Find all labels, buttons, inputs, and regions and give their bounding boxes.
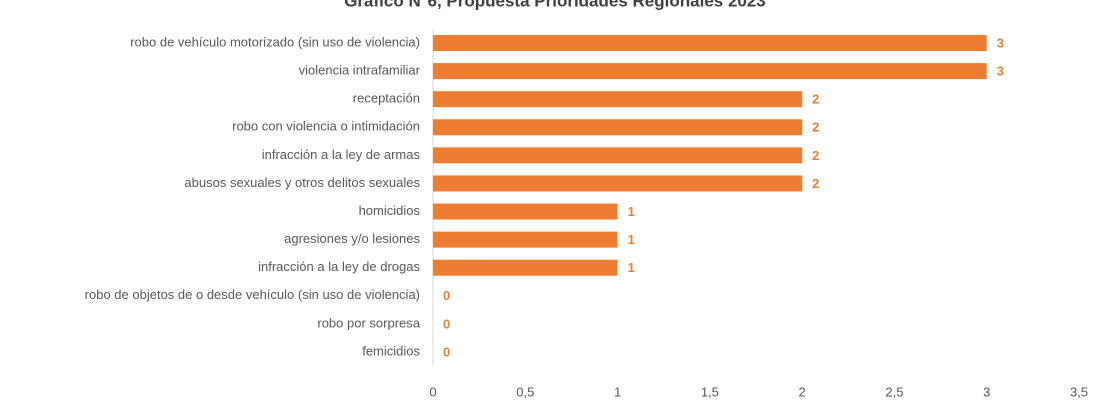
- bar: [433, 91, 803, 108]
- y-tick-label: robo de objetos de o desde vehículo (sin…: [85, 287, 420, 302]
- y-tick-label: receptación: [353, 91, 420, 106]
- bar: [433, 63, 987, 80]
- value-label: 2: [812, 120, 819, 135]
- value-label: 3: [997, 64, 1004, 79]
- value-label: 0: [443, 344, 450, 359]
- x-tick-label: 1,5: [701, 384, 719, 399]
- y-tick-label: robo de vehículo motorizado (sin uso de …: [130, 34, 420, 49]
- x-tick-label: 2,5: [885, 384, 903, 399]
- y-tick-label: robo con violencia o intimidación: [232, 119, 420, 134]
- value-label: 3: [997, 35, 1004, 50]
- y-tick-label: infracción a la ley de drogas: [258, 259, 420, 274]
- x-tick-label: 3,5: [1070, 384, 1088, 399]
- bar: [433, 147, 803, 164]
- value-label: 2: [812, 176, 819, 191]
- chart-title: Gráfico N°6, Propuesta Prioridades Regio…: [344, 0, 766, 10]
- value-label: 1: [628, 232, 635, 247]
- bar: [433, 231, 618, 248]
- x-tick-label: 1: [614, 384, 621, 399]
- bar: [433, 259, 618, 276]
- x-tick-label: 3: [983, 384, 990, 399]
- bar: [433, 35, 987, 52]
- bar: [433, 203, 618, 220]
- y-tick-label: violencia intrafamiliar: [299, 63, 421, 78]
- bar: [433, 119, 803, 136]
- value-label: 2: [812, 148, 819, 163]
- bar: [433, 175, 803, 192]
- value-label: 0: [443, 316, 450, 331]
- x-tick-label: 0,5: [516, 384, 534, 399]
- y-tick-label: abusos sexuales y otros delitos sexuales: [184, 175, 420, 190]
- y-tick-label: infracción a la ley de armas: [262, 147, 421, 162]
- value-label: 0: [443, 288, 450, 303]
- y-tick-label: homicidios: [359, 203, 421, 218]
- x-tick-label: 0: [429, 384, 436, 399]
- x-tick-label: 2: [799, 384, 806, 399]
- value-label: 1: [628, 204, 635, 219]
- y-tick-label: robo por sorpresa: [317, 315, 420, 330]
- y-tick-label: femicidios: [362, 343, 420, 358]
- value-label: 1: [628, 260, 635, 275]
- y-tick-label: agresiones y/o lesiones: [284, 231, 420, 246]
- value-label: 2: [812, 92, 819, 107]
